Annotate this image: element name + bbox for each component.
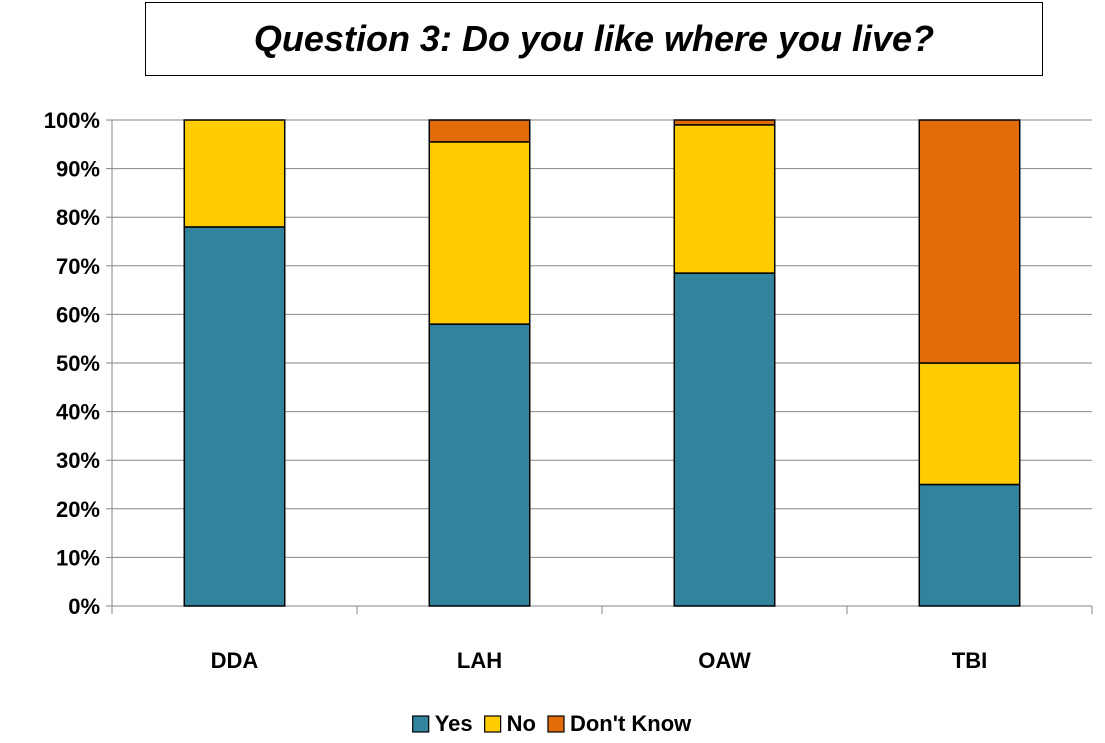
bar-segment-don-t-know-lah [428, 119, 531, 143]
y-tick-label: 100% [44, 108, 100, 133]
legend-swatch-no [484, 715, 502, 733]
y-tick-labels: 0% 10% 20% 30% 40% 50% 60% 70% 80% 90% 100% [44, 108, 100, 619]
y-tick-label: 30% [56, 448, 100, 473]
bar-segment-yes-oaw [673, 272, 776, 607]
y-tick-label: 90% [56, 157, 100, 182]
chart-title: Question 3: Do you like where you live? [145, 2, 1043, 76]
legend-swatch-don-t-know [547, 715, 565, 733]
y-tick-label: 10% [56, 545, 100, 570]
bar-segment-no-tbi [918, 362, 1021, 486]
bar-segment-yes-dda [183, 226, 286, 607]
y-tick-label: 0% [68, 594, 100, 619]
y-tick-label: 20% [56, 497, 100, 522]
bar-segment-don-t-know-oaw [673, 119, 776, 126]
y-tick-label: 40% [56, 400, 100, 425]
bar-segment-no-oaw [673, 124, 776, 274]
category-label: OAW [698, 648, 751, 673]
bar-segment-no-dda [183, 119, 286, 228]
category-label: TBI [952, 648, 987, 673]
legend-label: Don't Know [570, 711, 692, 736]
legend-label: Yes [435, 711, 473, 736]
category-label: DDA [211, 648, 259, 673]
bar-segment-no-lah [428, 141, 531, 325]
bar-segment-yes-tbi [918, 483, 1021, 607]
legend-swatch-yes [412, 715, 430, 733]
bars [183, 119, 1021, 607]
y-tick-label: 60% [56, 302, 100, 327]
bar-segment-don-t-know-tbi [918, 119, 1021, 364]
y-tick-label: 80% [56, 205, 100, 230]
legend: Yes No Don't Know [412, 711, 692, 736]
bar-segment-yes-lah [428, 323, 531, 607]
category-label: LAH [457, 648, 502, 673]
category-labels: DDA LAH OAW TBI [211, 648, 988, 673]
y-tick-label: 70% [56, 254, 100, 279]
y-tick-label: 50% [56, 351, 100, 376]
legend-label: No [507, 711, 536, 736]
